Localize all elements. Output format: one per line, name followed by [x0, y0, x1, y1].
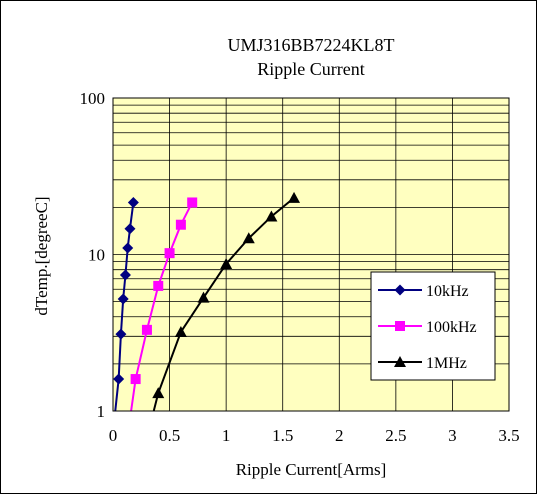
legend-item: 100kHz [378, 319, 477, 336]
legend-marker [395, 321, 405, 331]
series-1MHz [152, 191, 301, 412]
data-point [119, 269, 131, 281]
data-point [175, 219, 186, 230]
series-10kHz [113, 196, 139, 412]
legend-marker [394, 356, 406, 367]
legend: 10kHz 100kHz 1MHz [378, 283, 477, 372]
data-point [127, 196, 139, 208]
x-axis-label: Ripple Current[Arms] [236, 460, 387, 479]
data-point [187, 197, 198, 208]
data-point [115, 328, 127, 340]
x-tick-label: 1.5 [272, 426, 293, 445]
legend-label: 10kHz [426, 283, 469, 300]
data-point [288, 191, 301, 203]
x-tick-label: 1 [222, 426, 231, 445]
legend-item: 10kHz [378, 283, 469, 300]
data-point [152, 387, 165, 399]
y-tick-label: 10 [88, 246, 105, 265]
data-point [174, 325, 187, 337]
legend-label: 1MHz [426, 355, 467, 372]
data-point [141, 324, 152, 335]
chart-title: UMJ316BB7224KL8T [227, 35, 394, 55]
plot-border [112, 97, 510, 412]
data-point [164, 248, 175, 259]
legend-label: 100kHz [426, 319, 477, 336]
data-point [122, 242, 134, 254]
data-point [242, 232, 255, 244]
y-axis-label: dTemp.[degreeC] [32, 196, 51, 315]
data-point [153, 280, 164, 291]
x-tick-labels: 0 0.5 1 1.5 2 2.5 3 3.5 [109, 426, 520, 445]
data-point [117, 293, 129, 305]
y-tick-labels: 1 10 100 [80, 89, 106, 421]
series-layer [113, 191, 301, 412]
x-tick-label: 2.5 [385, 426, 406, 445]
data-point [113, 373, 125, 385]
x-tick-label: 2 [335, 426, 344, 445]
chart-subtitle: Ripple Current [257, 59, 364, 79]
data-point [220, 257, 233, 269]
x-tick-label: 0.5 [159, 426, 180, 445]
data-point [124, 223, 136, 235]
data-point [265, 210, 278, 222]
y-tick-label: 100 [80, 89, 106, 108]
data-point [130, 374, 141, 385]
x-tick-label: 0 [109, 426, 118, 445]
legend-marker [394, 284, 406, 296]
legend-item: 1MHz [378, 355, 467, 372]
series-100kHz [130, 197, 198, 412]
y-tick-label: 1 [97, 402, 106, 421]
x-tick-label: 3.5 [498, 426, 519, 445]
x-tick-label: 3 [448, 426, 457, 445]
data-point [197, 291, 210, 303]
